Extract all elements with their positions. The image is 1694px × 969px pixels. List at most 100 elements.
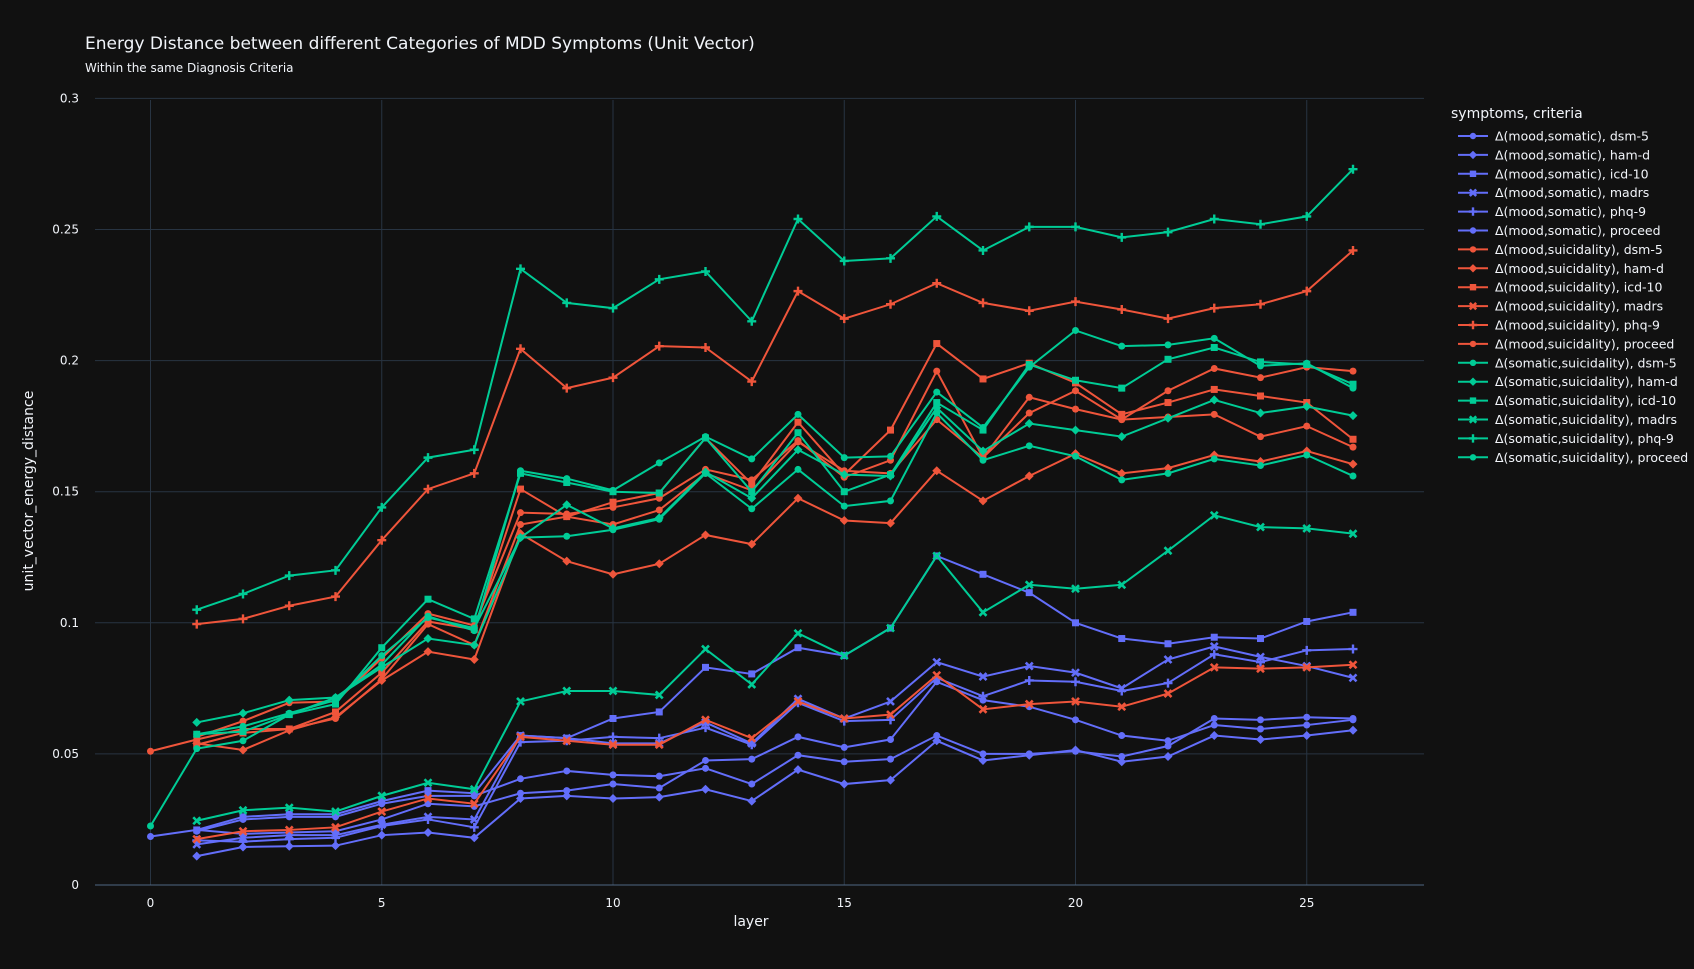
legend-item[interactable]: Δ(mood,suicidality), phq-9 bbox=[1458, 318, 1660, 333]
data-point bbox=[562, 791, 572, 801]
data-point bbox=[794, 418, 802, 426]
data-point bbox=[1072, 326, 1079, 334]
data-point bbox=[1163, 227, 1173, 237]
data-point bbox=[702, 756, 709, 764]
series-line bbox=[192, 245, 1358, 629]
data-point bbox=[702, 663, 709, 671]
legend-item[interactable]: Δ(mood,somatic), proceed bbox=[1458, 223, 1661, 238]
legend-item[interactable]: Δ(somatic,suicidality), ham-d bbox=[1458, 374, 1678, 389]
data-point bbox=[1117, 702, 1127, 712]
data-point bbox=[979, 570, 987, 578]
data-point bbox=[1163, 689, 1173, 699]
data-point bbox=[979, 456, 987, 464]
legend-item[interactable]: Δ(somatic,suicidality), proceed bbox=[1458, 450, 1688, 465]
data-point bbox=[284, 834, 294, 844]
series-line bbox=[192, 164, 1358, 615]
legend-item[interactable]: Δ(mood,suicidality), icd-10 bbox=[1458, 280, 1662, 295]
data-point bbox=[192, 816, 202, 826]
data-point bbox=[978, 298, 988, 308]
data-point bbox=[1117, 432, 1127, 442]
legend-label: Δ(somatic,suicidality), dsm-5 bbox=[1495, 355, 1677, 370]
legend-item[interactable]: Δ(mood,suicidality), madrs bbox=[1458, 299, 1663, 314]
data-point bbox=[655, 708, 663, 716]
data-point bbox=[608, 373, 618, 383]
legend-item[interactable]: Δ(somatic,suicidality), madrs bbox=[1458, 412, 1677, 427]
data-point bbox=[609, 771, 617, 779]
data-point bbox=[701, 715, 710, 725]
data-point bbox=[1256, 734, 1265, 744]
data-point bbox=[793, 445, 803, 455]
legend-item[interactable]: Δ(mood,somatic), dsm-5 bbox=[1458, 129, 1649, 144]
data-point bbox=[1302, 286, 1312, 296]
legend-item[interactable]: Δ(mood,suicidality), proceed bbox=[1458, 336, 1674, 351]
legend-item[interactable]: Δ(mood,suicidality), ham-d bbox=[1458, 261, 1664, 276]
data-point bbox=[748, 488, 756, 496]
data-point bbox=[1163, 546, 1173, 556]
data-point bbox=[1210, 633, 1218, 641]
data-point bbox=[424, 787, 432, 795]
series-line bbox=[192, 660, 1358, 844]
data-point bbox=[932, 278, 942, 288]
data-point bbox=[1302, 523, 1312, 533]
data-point bbox=[1210, 410, 1218, 418]
data-point bbox=[1024, 419, 1034, 429]
data-point bbox=[840, 488, 848, 496]
data-point bbox=[1210, 721, 1218, 729]
data-point bbox=[793, 214, 803, 224]
data-point bbox=[887, 497, 894, 505]
data-point bbox=[1025, 589, 1033, 597]
data-point bbox=[701, 530, 710, 540]
data-point bbox=[748, 780, 756, 788]
x-tick-label: 5 bbox=[378, 896, 386, 910]
data-point bbox=[377, 535, 387, 545]
legend-item[interactable]: Δ(somatic,suicidality), icd-10 bbox=[1458, 393, 1676, 408]
data-point bbox=[655, 772, 663, 780]
data-point bbox=[978, 607, 988, 617]
data-point bbox=[1163, 314, 1173, 324]
legend-item[interactable]: Δ(mood,somatic), icd-10 bbox=[1458, 166, 1649, 181]
data-point bbox=[932, 670, 942, 680]
legend-item[interactable]: Δ(somatic,suicidality), dsm-5 bbox=[1458, 355, 1677, 370]
data-point bbox=[517, 789, 524, 797]
series-path bbox=[196, 663, 1354, 841]
data-point bbox=[424, 620, 432, 628]
data-point bbox=[423, 484, 433, 494]
chart-subtitle: Within the same Diagnosis Criteria bbox=[85, 61, 294, 75]
legend-label: Δ(mood,suicidality), dsm-5 bbox=[1495, 242, 1663, 257]
data-point bbox=[562, 298, 572, 308]
legend-label: Δ(mood,somatic), dsm-5 bbox=[1495, 129, 1649, 144]
data-point bbox=[1256, 652, 1265, 662]
data-point bbox=[378, 815, 386, 823]
data-point bbox=[701, 266, 710, 276]
data-point bbox=[1348, 660, 1358, 670]
data-point bbox=[1209, 641, 1219, 651]
data-point bbox=[1072, 619, 1079, 627]
legend-item[interactable]: Δ(mood,somatic), phq-9 bbox=[1458, 204, 1646, 219]
data-point bbox=[284, 601, 294, 611]
data-point bbox=[1071, 668, 1080, 678]
data-point bbox=[933, 399, 941, 407]
legend-item[interactable]: Δ(mood,suicidality), dsm-5 bbox=[1458, 242, 1663, 257]
data-point bbox=[516, 533, 525, 543]
data-point bbox=[1349, 443, 1357, 451]
data-point bbox=[839, 651, 849, 660]
data-point bbox=[933, 367, 941, 375]
legend-item[interactable]: Δ(mood,somatic), madrs bbox=[1458, 185, 1649, 200]
series-path bbox=[196, 346, 1354, 736]
data-point bbox=[1256, 219, 1265, 229]
data-point bbox=[1071, 297, 1080, 307]
y-tick-label: 0.1 bbox=[60, 616, 79, 630]
data-point bbox=[747, 377, 757, 387]
legend-item[interactable]: Δ(somatic,suicidality), phq-9 bbox=[1458, 431, 1674, 446]
data-point bbox=[979, 696, 987, 704]
data-point bbox=[1302, 731, 1312, 741]
data-point bbox=[469, 784, 479, 794]
data-point bbox=[1209, 510, 1219, 520]
data-point bbox=[1348, 529, 1358, 539]
legend-item[interactable]: Δ(mood,somatic), ham-d bbox=[1458, 147, 1650, 162]
data-point bbox=[608, 686, 618, 696]
data-point bbox=[470, 615, 478, 623]
series-path bbox=[196, 398, 1354, 724]
data-point bbox=[794, 410, 802, 418]
data-point bbox=[1164, 640, 1172, 648]
